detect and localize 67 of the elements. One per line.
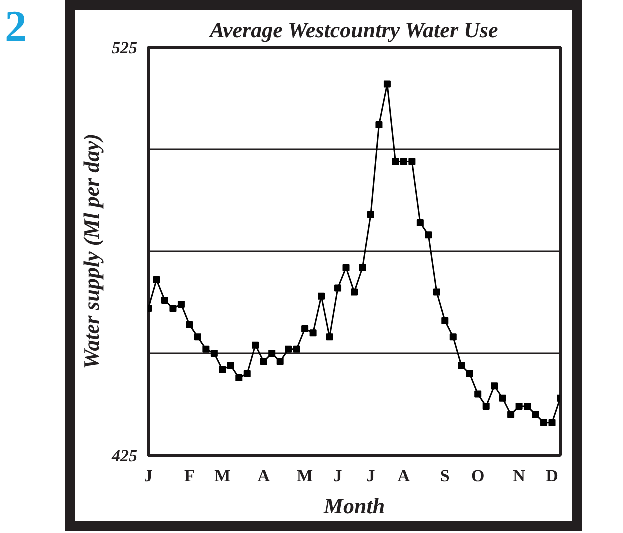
x-axis-title: Month [322, 494, 386, 518]
point [532, 411, 540, 418]
y-axis-title: Water supply (Ml per day) [79, 134, 104, 370]
point [178, 301, 185, 308]
point [236, 374, 243, 382]
point [326, 334, 334, 341]
point [400, 158, 408, 166]
point [302, 326, 309, 333]
point [474, 390, 482, 398]
point [244, 370, 251, 378]
point [392, 158, 400, 166]
x-tick-label: A [398, 466, 411, 486]
x-tick-label: M [297, 466, 314, 486]
point [260, 358, 268, 366]
point [153, 276, 160, 284]
chart-title: Average Westcountry Water Use [208, 18, 498, 42]
point [334, 284, 342, 292]
point [318, 292, 326, 300]
point [219, 366, 226, 374]
point [310, 330, 317, 337]
x-tick-label: A [258, 466, 271, 486]
point [376, 122, 383, 129]
point [442, 317, 449, 324]
point [186, 321, 194, 328]
point [499, 394, 506, 402]
x-tick-label: F [184, 466, 195, 486]
point [425, 232, 432, 239]
point [524, 403, 532, 410]
point [491, 382, 498, 390]
x-tick-label: S [440, 466, 450, 486]
point [548, 419, 556, 426]
text: 2 [5, 2, 27, 51]
x-tick-label: M [214, 466, 231, 486]
y-tick-label: 525 [112, 38, 138, 58]
point [508, 411, 515, 418]
point [342, 264, 350, 272]
point [384, 80, 391, 88]
point [416, 219, 424, 226]
point [227, 362, 234, 370]
point [450, 334, 457, 341]
point [268, 350, 276, 357]
point [516, 403, 523, 410]
y-tick-label: 425 [111, 446, 138, 466]
point [359, 264, 366, 272]
point [285, 346, 292, 353]
point [202, 346, 210, 353]
point [433, 288, 440, 296]
point [367, 211, 374, 218]
x-tick-label: J [366, 466, 376, 486]
point [276, 358, 284, 366]
point [408, 158, 416, 166]
point [170, 305, 177, 312]
x-tick-label: D [546, 466, 558, 486]
point [466, 370, 474, 378]
point [161, 296, 168, 304]
point [293, 346, 300, 353]
point [194, 334, 202, 341]
point [210, 350, 218, 357]
point [458, 362, 466, 370]
x-tick-label: O [471, 466, 485, 486]
point [482, 403, 490, 410]
point [252, 342, 260, 349]
point [351, 288, 358, 296]
x-tick-label: J [144, 466, 154, 486]
x-tick-label: N [513, 466, 526, 486]
point [540, 419, 548, 426]
x-tick-label: J [334, 466, 343, 486]
